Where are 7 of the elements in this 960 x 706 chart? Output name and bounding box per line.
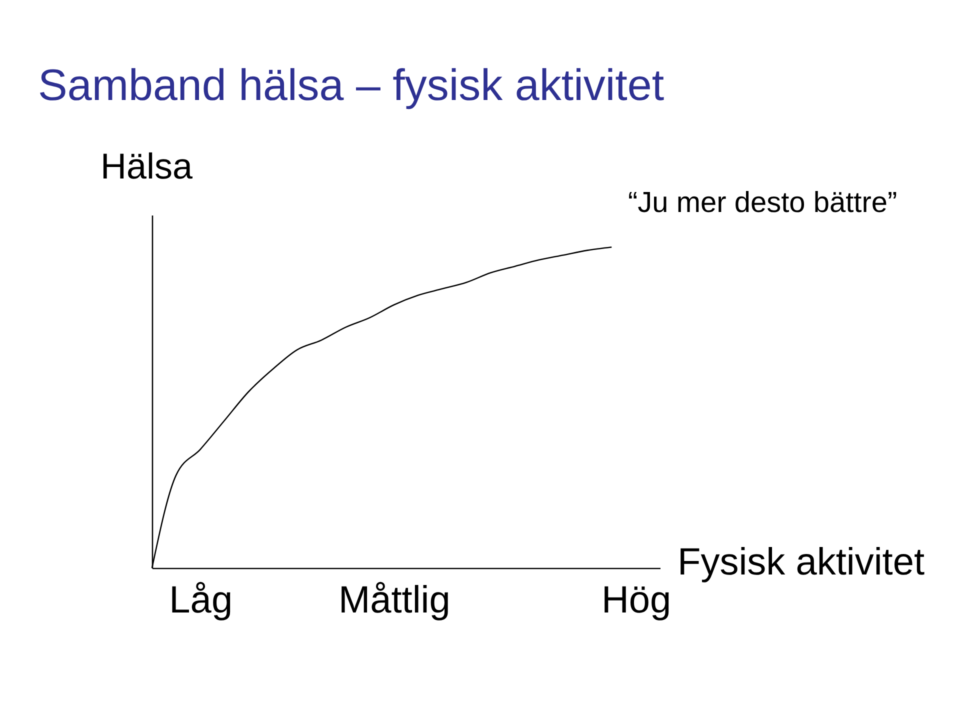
y-axis-title: Hälsa xyxy=(100,146,194,186)
x-tick-label: Hög xyxy=(601,580,672,622)
x-tick-label: Måttlig xyxy=(338,580,450,622)
x-axis-title: Fysisk aktivitet xyxy=(678,542,925,584)
chart-title: Samband hälsa – fysisk aktivitet xyxy=(38,61,664,110)
x-tick-label: Låg xyxy=(169,580,233,622)
text: “Ju mer desto bättre” xyxy=(628,187,898,219)
